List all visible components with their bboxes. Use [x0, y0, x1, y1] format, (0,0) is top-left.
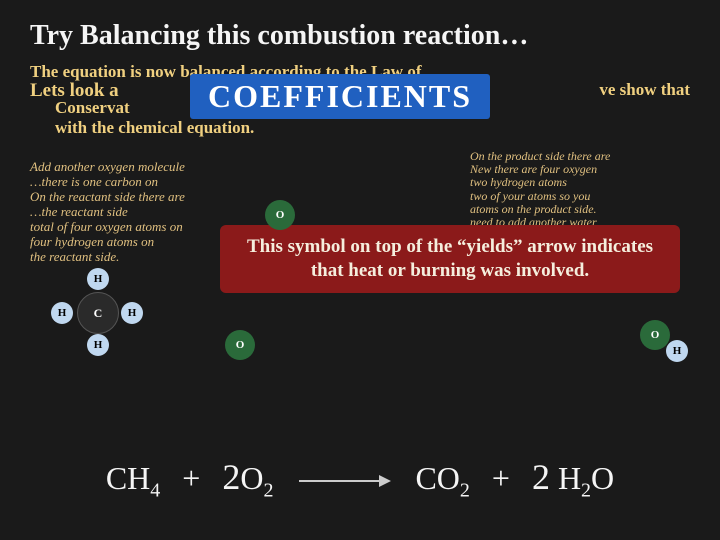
hydrogen-atom: H — [87, 268, 109, 290]
oxygen-atom: O — [225, 330, 255, 360]
coefficient-2-water: 2 — [532, 457, 550, 497]
left-explanation-text: Add another oxygen molecule…there is one… — [30, 160, 250, 265]
carbon-atom: C — [77, 292, 119, 334]
chemical-equation: CH4 + 2O2 CO2 + 2 H2O — [0, 456, 720, 502]
yields-arrow-explanation-box: This symbol on top of the “yields” arrow… — [220, 225, 680, 293]
water-formula: H2O — [558, 460, 614, 496]
hydrogen-atom: H — [51, 302, 73, 324]
show-that-text: ve show that — [599, 80, 690, 100]
yields-arrow-icon — [299, 480, 389, 482]
plus-sign: + — [182, 460, 200, 496]
oxygen-atom: O — [640, 320, 670, 350]
oxygen-atom: O — [265, 200, 295, 230]
with-chemical-text: with the chemical equation. — [55, 118, 254, 138]
hydrogen-atom: H — [87, 334, 109, 356]
carbon-dioxide-formula: CO2 — [415, 460, 469, 496]
hydrogen-atom: H — [121, 302, 143, 324]
hydrogen-atom: H — [666, 340, 688, 362]
coefficient-2-oxygen: 2 — [222, 457, 240, 497]
methane-formula: CH4 — [106, 460, 168, 496]
slide: Try Balancing this combustion reaction… … — [0, 0, 720, 540]
plus-sign: + — [492, 460, 510, 496]
page-title: Try Balancing this combustion reaction… — [30, 20, 690, 52]
oxygen-formula: O2 — [240, 460, 273, 496]
coefficients-label-box: COEFFICIENTS — [190, 74, 490, 119]
conservation-text: Conservat — [55, 98, 130, 118]
